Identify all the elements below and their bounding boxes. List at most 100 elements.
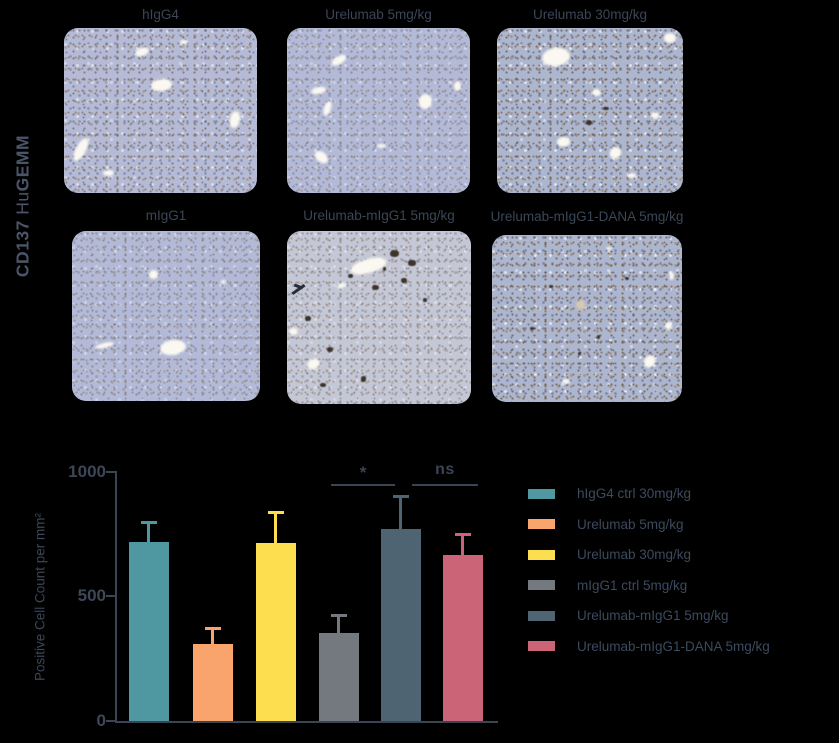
side-label-cd137: CD137: [12, 220, 33, 278]
legend-swatch: [528, 580, 555, 590]
tissue-vessel-blob: [70, 136, 91, 163]
panel-label-urelumab-migg1-dana-5: Urelumab-mIgG1-DANA 5mg/kg: [490, 209, 684, 224]
y-tick-label: 500: [77, 586, 106, 605]
tissue-vessel-blob: [668, 271, 675, 281]
error-bar-stem: [461, 534, 464, 559]
legend-item: Urelumab 30mg/kg: [528, 547, 770, 562]
tissue-vessel-blob: [220, 280, 227, 284]
tissue-vessel-blob: [664, 32, 676, 43]
micrograph-urelumab-5: [287, 28, 470, 193]
legend-item: Urelumab-mIgG1 5mg/kg: [528, 608, 770, 623]
tissue-vessel-blob: [348, 253, 388, 278]
error-bar-cap: [141, 521, 157, 524]
y-tick: [106, 595, 115, 597]
x-axis-line: [115, 721, 498, 723]
tissue-vessel-blob: [159, 338, 188, 357]
tissue-vessel-blob: [336, 281, 347, 290]
tissue-stain-patch: [549, 285, 553, 289]
tissue-stain-patch: [603, 107, 609, 111]
y-tick-label: 1000: [68, 462, 106, 481]
error-bar-cap: [268, 511, 284, 514]
tissue-vessel-blob: [591, 89, 602, 96]
panel-label-migg1: mIgG1: [145, 208, 187, 223]
micrograph-higg4: [64, 28, 257, 193]
tissue-vessel-blob: [376, 143, 386, 149]
tissue-vessel-blob: [575, 300, 586, 311]
tissue-stain-patch: [586, 120, 592, 126]
tissue-vessel-blob: [608, 144, 624, 161]
legend-label: Urelumab 30mg/kg: [577, 547, 692, 562]
tissue-vessel-blob: [664, 321, 673, 331]
significance-label: ns: [435, 461, 455, 478]
tissue-vessel-blob: [134, 45, 150, 59]
tissue-stain-patch: [327, 346, 333, 353]
legend-swatch: [528, 610, 555, 621]
chart-legend: hIgG4 ctrl 30mg/kg Urelumab 5mg/kg Ureluma…: [528, 486, 770, 670]
bar: [129, 542, 169, 721]
error-bar-stem: [147, 522, 150, 546]
legend-label: Urelumab 5mg/kg: [577, 516, 684, 532]
bar: [256, 543, 296, 721]
tissue-stain-patch: [360, 376, 367, 382]
tissue-vessel-blob: [417, 93, 433, 110]
tissue-stain-patch: [530, 326, 534, 331]
significance-bracket: [412, 484, 478, 486]
legend-swatch: [528, 488, 555, 499]
legend-label: mIgG1 ctrl 5mg/kg: [577, 577, 688, 593]
tissue-stain-patch: [577, 351, 582, 356]
legend-swatch: [528, 549, 555, 560]
side-label-gemm: GEMM: [12, 134, 33, 192]
legend-swatch: [528, 641, 555, 651]
tissue-stain-patch: [371, 284, 379, 290]
significance-bracket: [331, 484, 395, 486]
legend-label: Urelumab-mIgG1 5mg/kg: [577, 608, 729, 623]
row-label-cd137-hugemm: CD137 HuGEMM: [13, 135, 34, 277]
panel-label-urelumab-30: Urelumab 30mg/kg: [532, 7, 648, 22]
y-tick: [106, 720, 115, 722]
tissue-vessel-blob: [312, 148, 331, 166]
tissue-vessel-blob: [453, 80, 461, 91]
legend-label: hIgG4 ctrl 30mg/kg: [577, 486, 692, 501]
tissue-vessel-blob: [288, 327, 299, 335]
bar: [443, 555, 483, 721]
tissue-vessel-blob: [305, 356, 322, 372]
tissue-vessel-blob: [556, 136, 570, 147]
micrograph-urelumab-30: [497, 28, 683, 193]
side-label-hu: Hu: [12, 191, 33, 221]
tissue-vessel-blob: [321, 99, 334, 117]
panel-label-urelumab-5: Urelumab 5mg/kg: [325, 7, 432, 22]
error-bar-stem: [211, 628, 214, 648]
panel-label-urelumab-migg1-5: Urelumab-mIgG1 5mg/kg: [303, 208, 455, 223]
tissue-stain-patch: [408, 260, 416, 266]
tissue-stain-patch: [382, 267, 387, 271]
legend-item: hIgG4 ctrl 30mg/kg: [528, 486, 770, 501]
bar: [319, 633, 359, 721]
y-tick-label: 0: [96, 711, 106, 730]
legend-label: Urelumab-mIgG1-DANA 5mg/kg: [577, 638, 770, 654]
error-bar-stem: [337, 615, 340, 637]
tissue-vessel-blob: [102, 169, 115, 177]
y-axis-line: [115, 471, 117, 723]
error-bar-cap: [455, 533, 471, 536]
tissue-stain-patch: [390, 250, 400, 257]
tissue-vessel-blob: [540, 45, 571, 68]
tissue-stain-patch: [625, 276, 629, 281]
tissue-vessel-blob: [627, 173, 637, 179]
legend-item: mIgG1 ctrl 5mg/kg: [528, 577, 770, 593]
bar: [381, 529, 421, 721]
tissue-vessel-blob: [149, 270, 159, 279]
legend-item: Urelumab 5mg/kg: [528, 516, 770, 532]
micrograph-urelumab-migg1-dana-5: [492, 235, 682, 402]
panel-label-higg4: hIgG4: [142, 7, 179, 22]
tissue-vessel-blob: [329, 52, 349, 68]
error-bar-stem: [399, 496, 402, 533]
tissue-vessel-blob: [228, 109, 242, 128]
y-tick: [106, 471, 115, 473]
tissue-vessel-blob: [179, 39, 188, 45]
legend-swatch: [528, 519, 555, 529]
micrograph-urelumab-migg1-5: [287, 231, 471, 404]
tissue-stain-patch: [320, 383, 326, 387]
micrograph-migg1: [72, 231, 260, 401]
legend-item: Urelumab-mIgG1-DANA 5mg/kg: [528, 638, 770, 654]
